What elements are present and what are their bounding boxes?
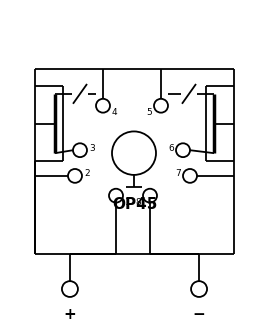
Circle shape: [176, 143, 190, 157]
Text: 7: 7: [175, 169, 181, 178]
Text: 5: 5: [146, 108, 152, 117]
Text: 1: 1: [125, 198, 131, 207]
Text: 3: 3: [89, 144, 95, 153]
Text: 6: 6: [168, 144, 174, 153]
Text: +: +: [63, 307, 76, 322]
Text: 8: 8: [135, 198, 141, 207]
Circle shape: [143, 189, 157, 202]
Circle shape: [183, 169, 197, 183]
Circle shape: [96, 99, 110, 113]
Text: −: −: [193, 307, 206, 322]
Circle shape: [112, 131, 156, 175]
Circle shape: [62, 281, 78, 297]
Circle shape: [68, 169, 82, 183]
Circle shape: [73, 143, 87, 157]
Circle shape: [154, 99, 168, 113]
Text: OP45: OP45: [112, 197, 157, 212]
Circle shape: [191, 281, 207, 297]
Text: 2: 2: [84, 169, 90, 178]
Circle shape: [109, 189, 123, 202]
Text: 4: 4: [112, 108, 118, 117]
